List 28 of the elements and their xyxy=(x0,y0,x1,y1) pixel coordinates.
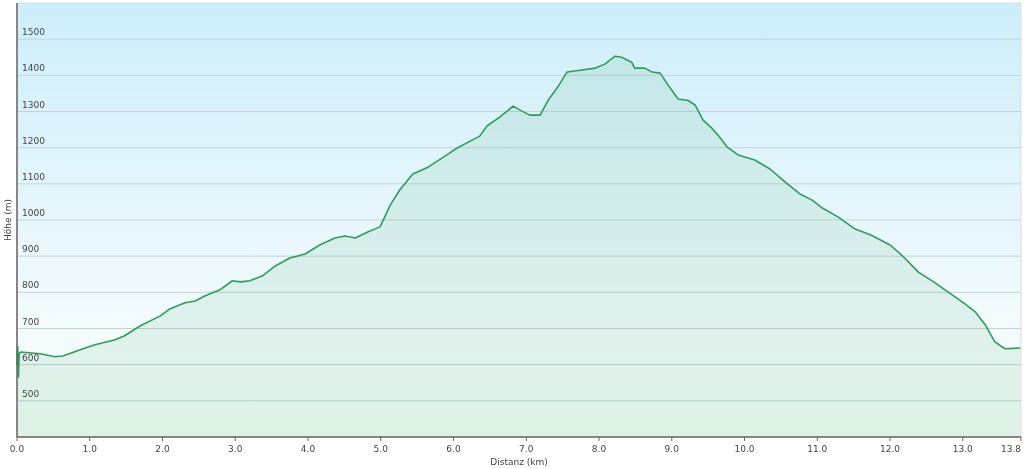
y-tick-label: 1300 xyxy=(22,99,46,110)
x-tick-label: 5.0 xyxy=(373,444,389,454)
x-tick-label: 13.8 xyxy=(1000,444,1022,454)
x-tick-label: 10.0 xyxy=(734,444,755,454)
y-tick-label: 500 xyxy=(22,388,40,399)
x-tick-label: 1.0 xyxy=(82,444,98,454)
x-tick-label: 7.0 xyxy=(519,444,534,454)
y-tick-label: 900 xyxy=(22,244,40,255)
x-tick-label: 9.0 xyxy=(664,444,680,454)
x-tick-label: 11.0 xyxy=(807,444,828,454)
y-tick-label: 1400 xyxy=(22,63,46,74)
x-tick-label: 12.0 xyxy=(880,444,901,454)
x-tick-label: 2.0 xyxy=(155,444,170,454)
y-tick-label: 1200 xyxy=(22,135,46,146)
x-tick-label: 6.0 xyxy=(446,444,461,454)
x-tick-label: 0.0 xyxy=(9,444,25,454)
y-tick-label: 800 xyxy=(22,280,40,291)
x-tick-label: 13.0 xyxy=(952,444,974,454)
y-axis-title: Höhe (m) xyxy=(3,198,13,242)
y-tick-label: 600 xyxy=(22,352,40,363)
y-tick-label: 1500 xyxy=(22,27,46,38)
x-axis-title: Distanz (km) xyxy=(490,457,548,467)
y-tick-label: 700 xyxy=(22,316,40,327)
y-tick-label: 1000 xyxy=(22,208,46,218)
y-tick-label: 1100 xyxy=(22,171,46,182)
x-tick-label: 3.0 xyxy=(228,444,243,454)
x-tick-label: 4.0 xyxy=(300,444,316,454)
x-tick-label: 8.0 xyxy=(591,444,607,454)
